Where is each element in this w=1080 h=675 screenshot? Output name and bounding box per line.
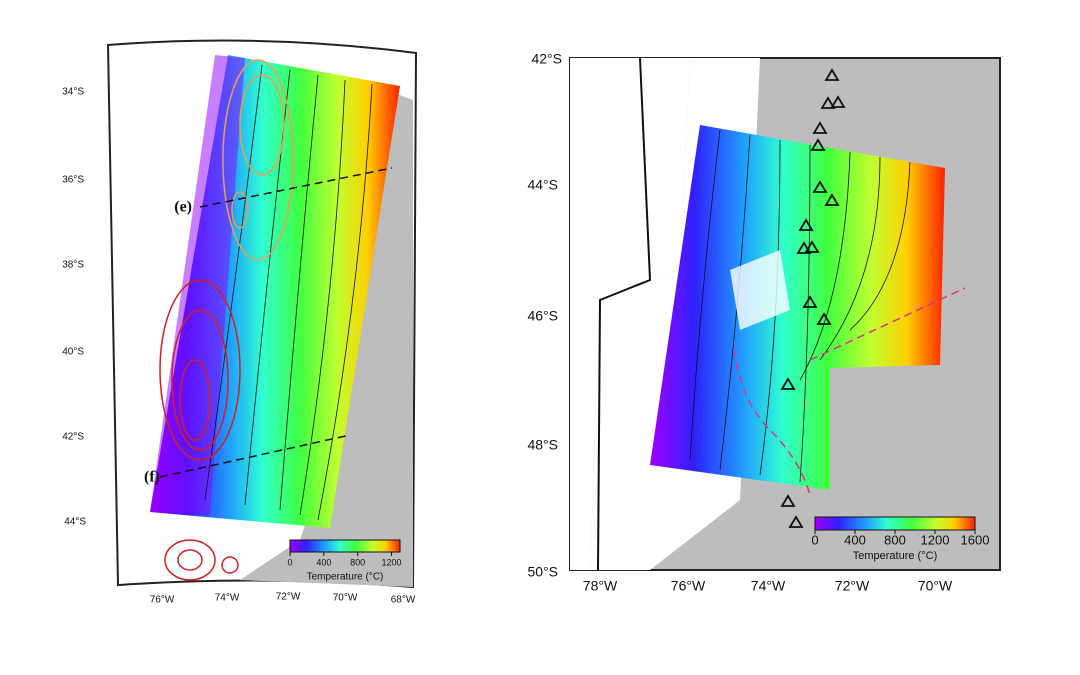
colorbar-tick-label: 400 [844, 532, 866, 547]
trench [809, 287, 966, 361]
temperature-field [650, 125, 945, 490]
colorbar-tick-label: 0 [287, 557, 292, 567]
lat-label: 48°S [527, 437, 558, 453]
profile-e [199, 167, 393, 208]
lon-label: 72°W [276, 592, 301, 603]
colorbar-tick-label: 0 [811, 532, 818, 547]
volcanoes [780, 68, 846, 528]
colorbar-tick-label: 800 [350, 557, 365, 567]
annotation: (e) [174, 199, 192, 216]
orange-contours [222, 59, 294, 261]
lat-label: 46°S [527, 308, 558, 324]
lon-label: 68°W [391, 595, 416, 606]
lon-label: 70°W [918, 578, 953, 594]
colorbar [289, 539, 401, 553]
colorbar-tick-label: 1600 [961, 532, 990, 547]
lon-label: 76°W [671, 578, 706, 594]
border [597, 57, 652, 571]
contours [204, 64, 373, 521]
ocean [570, 58, 690, 570]
colorbar-tick-label: 1200 [921, 532, 950, 547]
trench [734, 349, 811, 496]
lon-label: 76°W [150, 595, 175, 606]
lat-label: 44°S [527, 177, 558, 193]
colorbar-label: Temperature (°C) [853, 550, 937, 562]
lat-label: 34°S [62, 87, 84, 98]
annotation: (f) [144, 469, 160, 486]
colorbar [814, 516, 976, 531]
icefield [730, 250, 790, 330]
lat-label: 42°S [531, 51, 562, 67]
colorbar-tick-label: 1200 [382, 557, 402, 567]
colorbar-tick-label: 800 [884, 532, 906, 547]
land [240, 88, 413, 587]
red-contours [159, 279, 241, 581]
lon-label: 70°W [333, 593, 358, 604]
lon-label: 72°W [835, 578, 870, 594]
lon-label: 78°W [583, 578, 618, 594]
lat-label: 38°S [62, 260, 84, 271]
lat-label: 40°S [62, 347, 84, 358]
colorbar-tick-label: 400 [316, 557, 331, 567]
lat-label: 44°S [64, 517, 86, 528]
lat-label: 36°S [62, 175, 84, 186]
lon-label: 74°W [751, 578, 786, 594]
lat-label: 50°S [527, 564, 558, 580]
colorbar-label: Temperature (°C) [307, 572, 384, 583]
lon-label: 74°W [215, 593, 240, 604]
left-map: (e) (f) [106, 39, 418, 589]
right-map [569, 57, 1001, 571]
profile-f [159, 434, 351, 478]
lat-label: 42°S [62, 432, 84, 443]
